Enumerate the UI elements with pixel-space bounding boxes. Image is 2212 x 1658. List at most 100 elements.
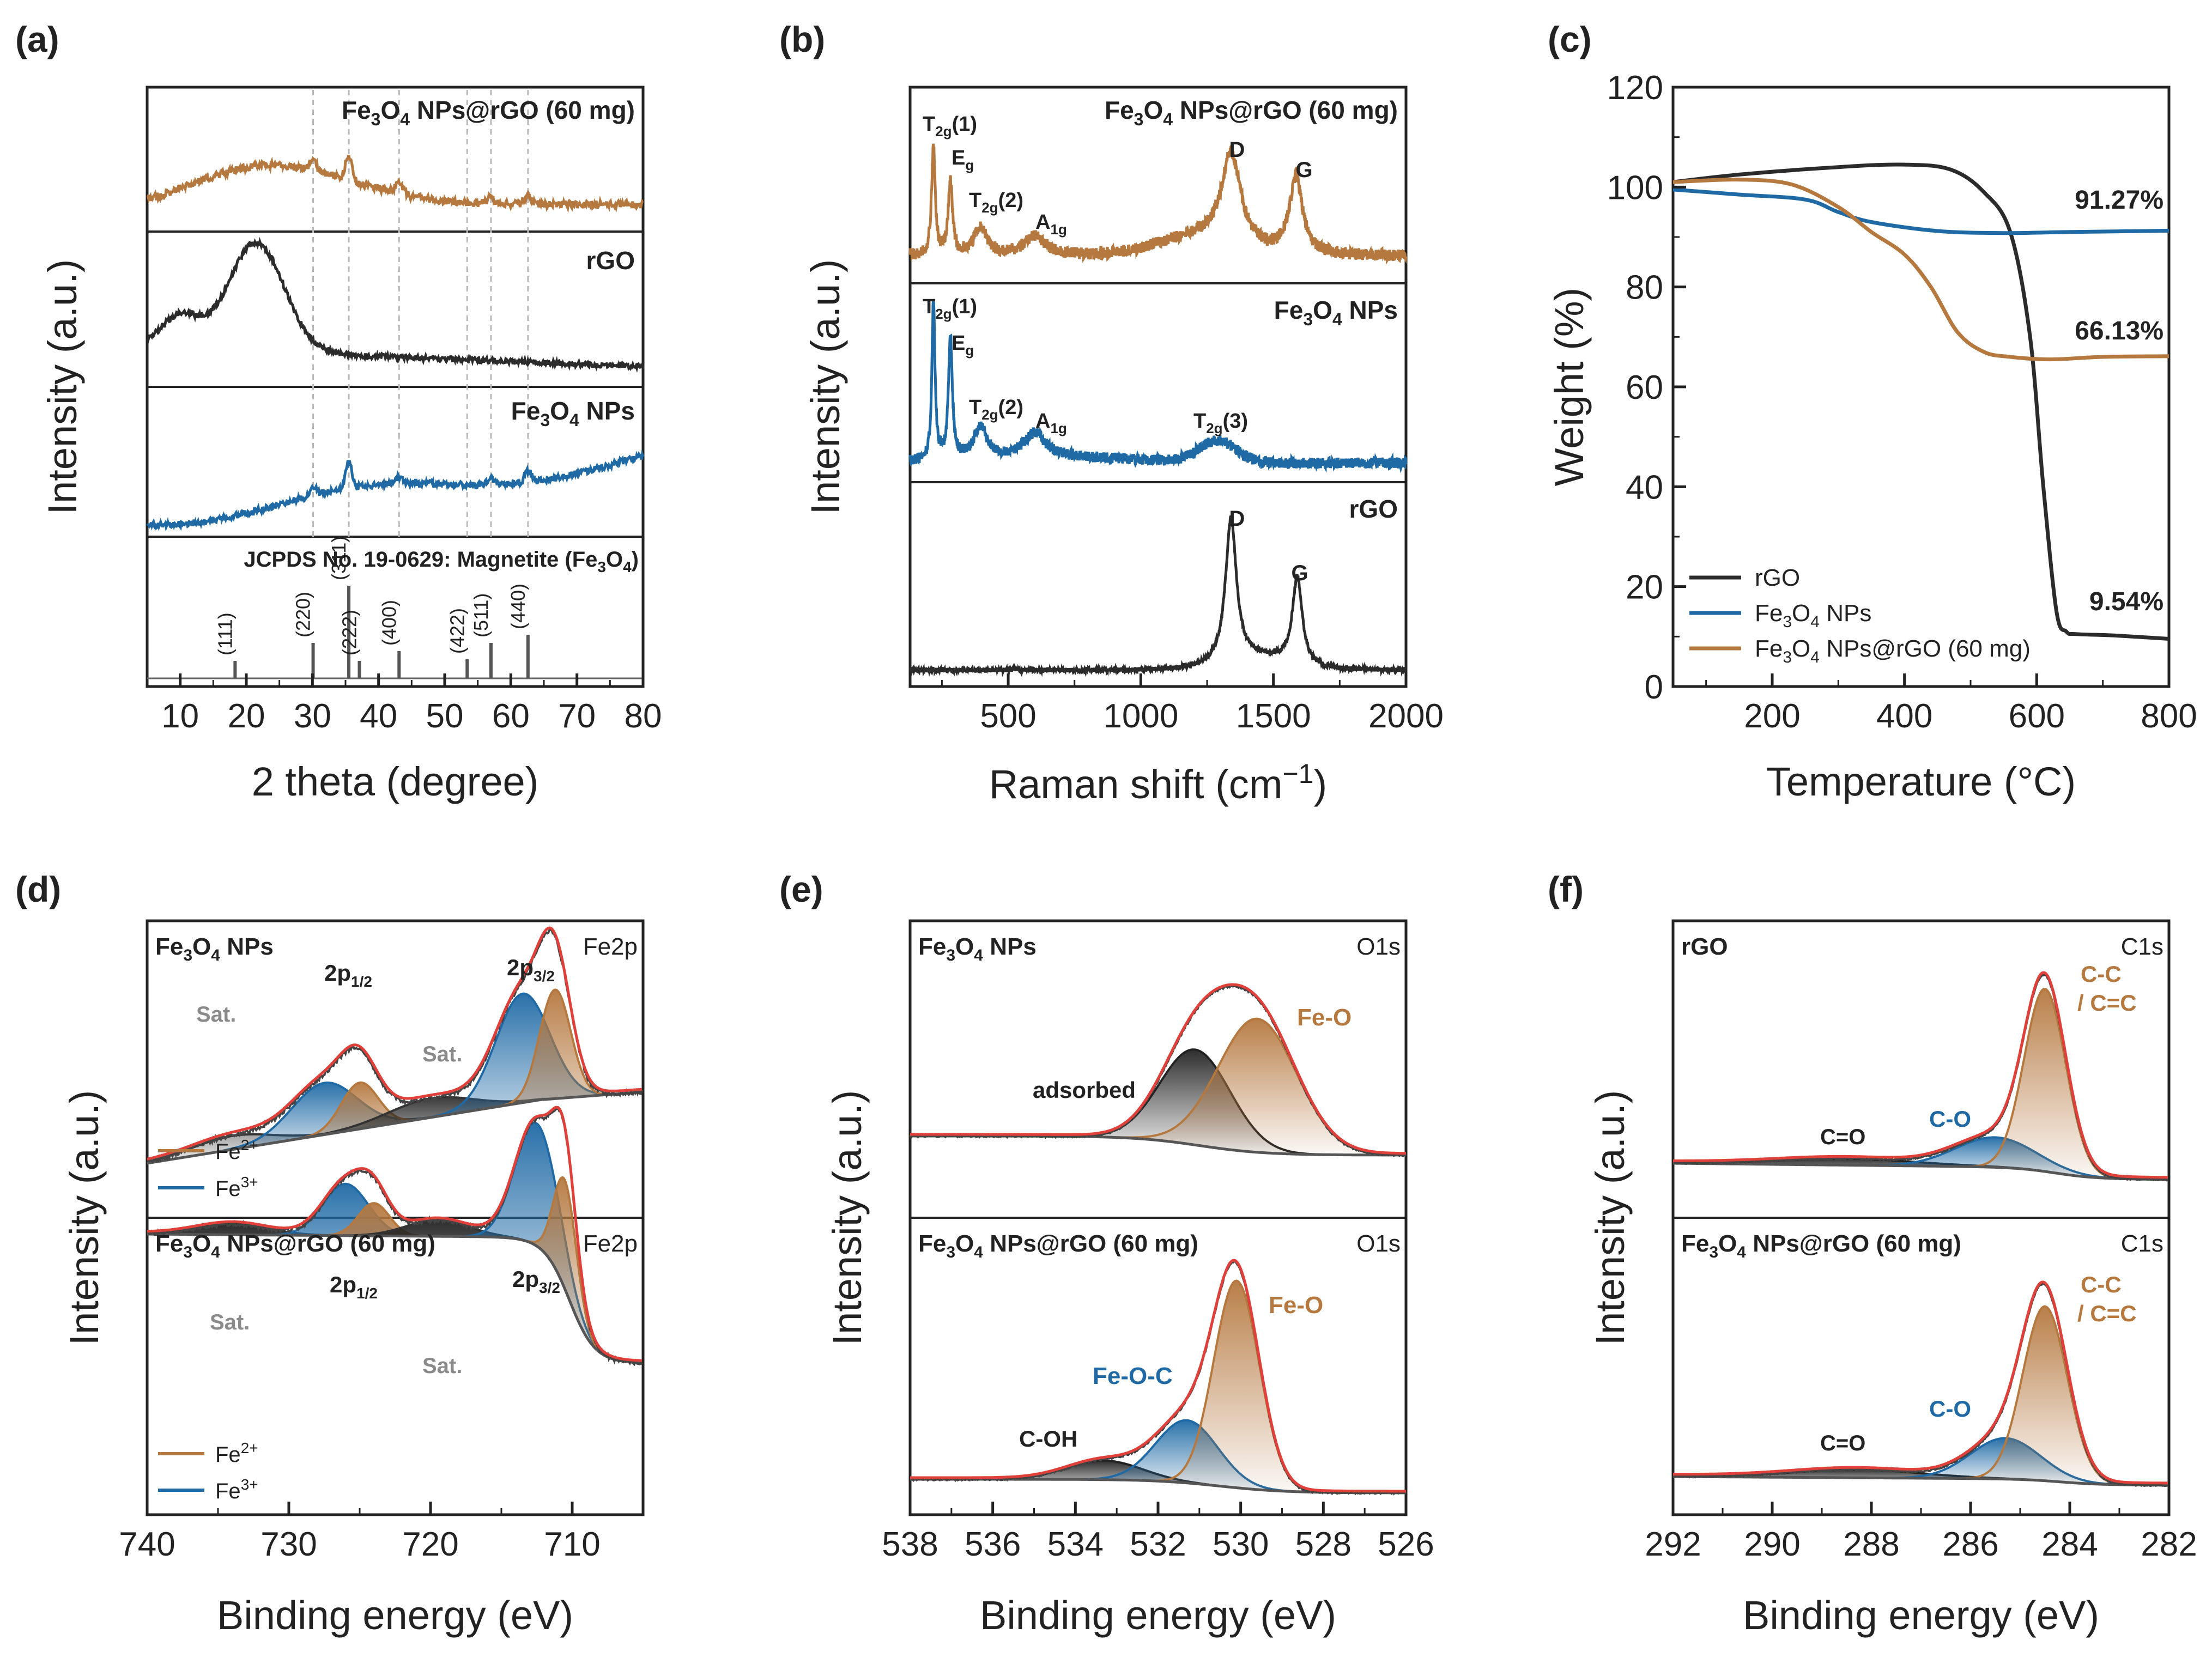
component-line (1673, 1305, 2168, 1486)
panel-b-rgo-trace (908, 515, 1408, 677)
panel-d-top-p12-label: 2p1/2 (324, 960, 372, 990)
envelope-line (1673, 1280, 2168, 1485)
panel-c-series-composite (1672, 178, 2169, 362)
x-tick-label: 530 (1213, 1526, 1269, 1563)
panel-e-y-label: Intensity (a.u.) (825, 1090, 870, 1346)
x-tick-label: 600 (2009, 697, 2065, 735)
y-tick-label: 120 (1607, 69, 1663, 107)
background-line (1673, 1475, 2168, 1487)
x-tick-label: 400 (1876, 697, 1932, 735)
y-tick-label: 100 (1607, 169, 1663, 207)
x-tick-label: 720 (402, 1526, 458, 1563)
panel-d-top-core-label: Fe2p (583, 933, 638, 960)
panel-b-x-axis: 500 1000 1500 2000 (941, 673, 1444, 735)
legend-label-rgo: rGO (1755, 564, 1800, 591)
panel-d-bottom-sat-label-2: Sat. (422, 1354, 462, 1378)
panel-d-y-label: Intensity (a.u.) (62, 1090, 107, 1346)
panel-d-top-spectrum (147, 926, 643, 1165)
y-tick-label: 0 (1645, 669, 1663, 706)
panel-a-np-trace (146, 449, 645, 532)
component-fill (910, 1420, 1406, 1493)
panel-d-bottom-spectrum (146, 1106, 643, 1367)
panel-f-top-c=o-label: C=O (1820, 1125, 1865, 1149)
panel-a-x-label: 2 theta (degree) (252, 759, 539, 804)
panel-a-reference-sticks: (111) (220) (311) (222) (400) (422) (511) (440) (214, 536, 530, 678)
panel-e-x-axis: 538 536 534 532 530 528 526 (882, 1502, 1434, 1563)
panel-b-rgo-d-label: D (1229, 507, 1245, 531)
x-tick-label: 500 (980, 697, 1036, 735)
legend-label-fe2: Fe2+ (215, 1137, 258, 1164)
panel-b-comp-eg-label: Eg (952, 147, 974, 173)
x-tick-label: 80 (625, 697, 662, 735)
panel-b-composite-trace (908, 143, 1408, 265)
panel-c-y-label: Weight (%) (1547, 288, 1592, 487)
panel-c-annotation-rgo: 9.54% (2089, 587, 2163, 616)
component-fill (147, 1122, 642, 1363)
x-tick-label: 30 (294, 697, 331, 735)
panel-a-y-label: Intensity (a.u.) (40, 259, 85, 515)
component-fill (147, 989, 642, 1163)
panel-e-letter: (e) (779, 869, 823, 909)
panel-e-bottom-feoc-label: Fe-O-C (1093, 1363, 1173, 1389)
x-tick-label: 800 (2141, 697, 2197, 735)
panel-e-top-core-label: O1s (1356, 933, 1401, 960)
x-tick-label: 528 (1295, 1526, 1352, 1563)
panel-a-letter: (a) (15, 19, 59, 59)
panel-f-bottom-cc-label-2: / C=C (2077, 1301, 2137, 1326)
panel-c-letter: (c) (1548, 19, 1592, 59)
reflection-label: (440) (507, 584, 529, 629)
x-tick-label: 10 (161, 697, 199, 735)
x-tick-label: 2000 (1368, 697, 1444, 735)
panel-f-x-axis: 292 290 288 286 284 282 (1645, 1502, 2197, 1563)
legend-label-fe2: Fe2+ (215, 1440, 258, 1467)
panel-d-x-label: Binding energy (eV) (217, 1593, 573, 1638)
panel-b-np-a1g-label: A1g (1035, 410, 1067, 436)
panel-b-comp-a1g-label: A1g (1035, 211, 1067, 238)
panel-e-top-feo-label: Fe-O (1297, 1004, 1352, 1031)
x-tick-label: 526 (1378, 1526, 1434, 1563)
panel-d: (d) Fe3O4 NPs Fe2p Fe3O4 NPs@rGO (60 mg)… (15, 869, 645, 1638)
panel-e-bottom-spectrum (910, 1259, 1407, 1496)
y-tick-label: 80 (1626, 269, 1663, 307)
panel-f-bottom-core-label: C1s (2121, 1230, 2163, 1257)
panel-b-np-t2g1-label: T2g(1) (923, 295, 977, 322)
x-tick-label: 538 (882, 1526, 938, 1563)
panel-e-bottom-sample-label: Fe3O4 NPs@rGO (60 mg) (918, 1230, 1198, 1261)
panel-d-top-sample-label: Fe3O4 NPs (155, 933, 274, 964)
x-tick-label: 282 (2141, 1526, 2197, 1563)
panel-c-y-axis: 0 20 40 60 80 100 120 (1607, 69, 1686, 706)
panel-f-top-core-label: C1s (2121, 933, 2163, 960)
panel-b-frame (908, 86, 1408, 688)
panel-f-bottom-c=o-label: C=O (1820, 1431, 1865, 1455)
panel-d-bottom-legend: Fe2+ Fe3+ (158, 1440, 258, 1503)
x-tick-label: 730 (260, 1526, 317, 1563)
panel-e-bottom-coh-label: C-OH (1019, 1426, 1077, 1451)
panel-a-composite-trace (147, 155, 644, 213)
panel-c: (c) 91.27% 66.13% 9.54% rGO Fe3O4 NPs Fe… (1547, 19, 2197, 804)
legend-label-np: Fe3O4 NPs (1755, 600, 1871, 631)
x-tick-label: 1000 (1103, 697, 1178, 735)
panel-f-bottom-spectrum (1672, 1280, 2168, 1487)
panel-f-top-sample-label: rGO (1681, 933, 1728, 960)
panel-e-bottom-feo-label: Fe-O (1269, 1292, 1323, 1319)
x-tick-label: 200 (1744, 697, 1800, 735)
panel-c-x-axis: 200 400 600 800 (1705, 673, 2197, 735)
y-tick-label: 60 (1626, 369, 1663, 406)
reflection-label: (511) (470, 593, 492, 637)
panel-f-top-cc-label-1: C-C (2081, 961, 2122, 987)
panel-e-top-adsorbed-label: adsorbed (1033, 1077, 1136, 1103)
panel-d-bottom-sample-label: Fe3O4 NPs@rGO (60 mg) (155, 1230, 435, 1261)
y-tick-label: 20 (1626, 569, 1663, 606)
panel-f-top-cc-label-2: / C=C (2077, 990, 2137, 1016)
panel-f-y-label: Intensity (a.u.) (1587, 1090, 1633, 1346)
x-tick-label: 60 (492, 697, 530, 735)
panel-b-rgo-label: rGO (1349, 495, 1398, 523)
panel-d-letter: (d) (15, 869, 61, 909)
component-fill (910, 1049, 1406, 1155)
panel-a-composite-label: Fe3O4 NPs@rGO (60 mg) (342, 96, 635, 129)
panel-b-y-label: Intensity (a.u.) (803, 259, 848, 515)
envelope-line (910, 983, 1406, 1155)
panel-a-x-axis: 10 20 30 40 50 60 70 80 (146, 673, 662, 735)
reflection-label: (111) (214, 612, 236, 655)
legend-label-fe3: Fe3+ (215, 1174, 258, 1201)
